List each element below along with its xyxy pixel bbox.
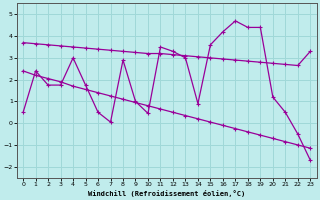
- X-axis label: Windchill (Refroidissement éolien,°C): Windchill (Refroidissement éolien,°C): [88, 190, 245, 197]
